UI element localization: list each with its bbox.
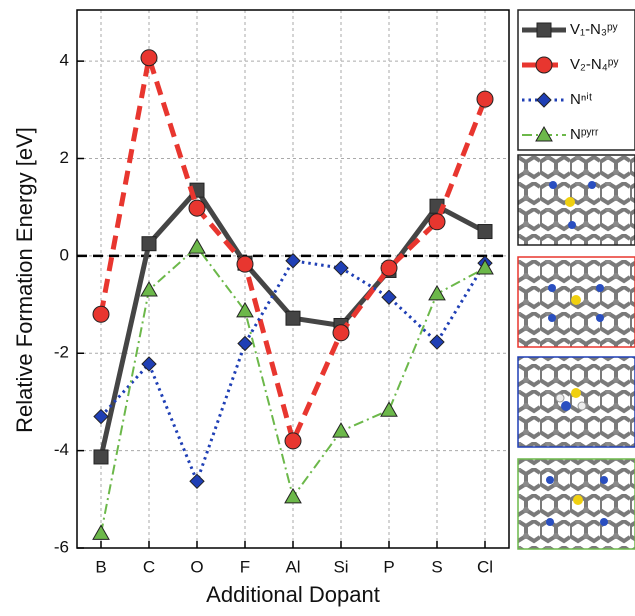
x-tick-label: F xyxy=(240,557,250,576)
marker xyxy=(333,325,349,341)
marker xyxy=(429,286,445,300)
x-tick-label: S xyxy=(431,557,442,576)
legend-label: V₁-N₃ᵖʸ xyxy=(570,21,618,38)
legend-label: Nⁿⁱᵗ xyxy=(570,91,592,108)
y-tick-label: -6 xyxy=(54,537,69,556)
legend-label: Nᵖʸʳʳ xyxy=(570,126,599,143)
y-axis-label: Relative Formation Energy [eV] xyxy=(12,127,37,433)
x-tick-label: B xyxy=(95,557,106,576)
marker xyxy=(94,450,108,464)
marker xyxy=(238,337,252,351)
marker xyxy=(189,239,205,253)
legend-label: V₂-N₄ᵖʸ xyxy=(570,56,618,73)
x-axis-label: Additional Dopant xyxy=(206,582,380,607)
marker xyxy=(286,311,300,325)
marker xyxy=(189,200,205,216)
y-tick-label: -2 xyxy=(54,343,69,362)
marker xyxy=(477,91,493,107)
marker xyxy=(382,290,396,304)
marker xyxy=(141,50,157,66)
chart: Relative Formation Energy [eV] Additiona… xyxy=(0,0,635,611)
marker xyxy=(285,489,301,503)
marker xyxy=(93,525,109,539)
marker xyxy=(142,237,156,251)
marker xyxy=(141,282,157,296)
marker xyxy=(537,23,551,37)
marker xyxy=(190,474,204,488)
marker xyxy=(478,225,492,239)
marker xyxy=(334,261,348,275)
marker xyxy=(430,335,444,349)
y-tick-label: 4 xyxy=(60,51,69,70)
structure-panels xyxy=(518,155,635,549)
marker xyxy=(381,260,397,276)
y-tick-label: 0 xyxy=(60,245,69,264)
y-tick-label: 2 xyxy=(60,148,69,167)
y-tick-label: -4 xyxy=(54,440,69,459)
x-tick-label: C xyxy=(143,557,155,576)
x-tick-label: P xyxy=(383,557,394,576)
marker xyxy=(429,214,445,230)
marker xyxy=(142,357,156,371)
marker xyxy=(536,57,552,73)
x-tick-label: Al xyxy=(285,557,300,576)
marker xyxy=(237,256,253,272)
marker xyxy=(285,433,301,449)
marker xyxy=(381,402,397,416)
x-tick-label: Cl xyxy=(477,557,493,576)
marker xyxy=(333,423,349,437)
marker xyxy=(93,306,109,322)
x-tick-label: Si xyxy=(333,557,348,576)
x-tick-label: O xyxy=(190,557,203,576)
